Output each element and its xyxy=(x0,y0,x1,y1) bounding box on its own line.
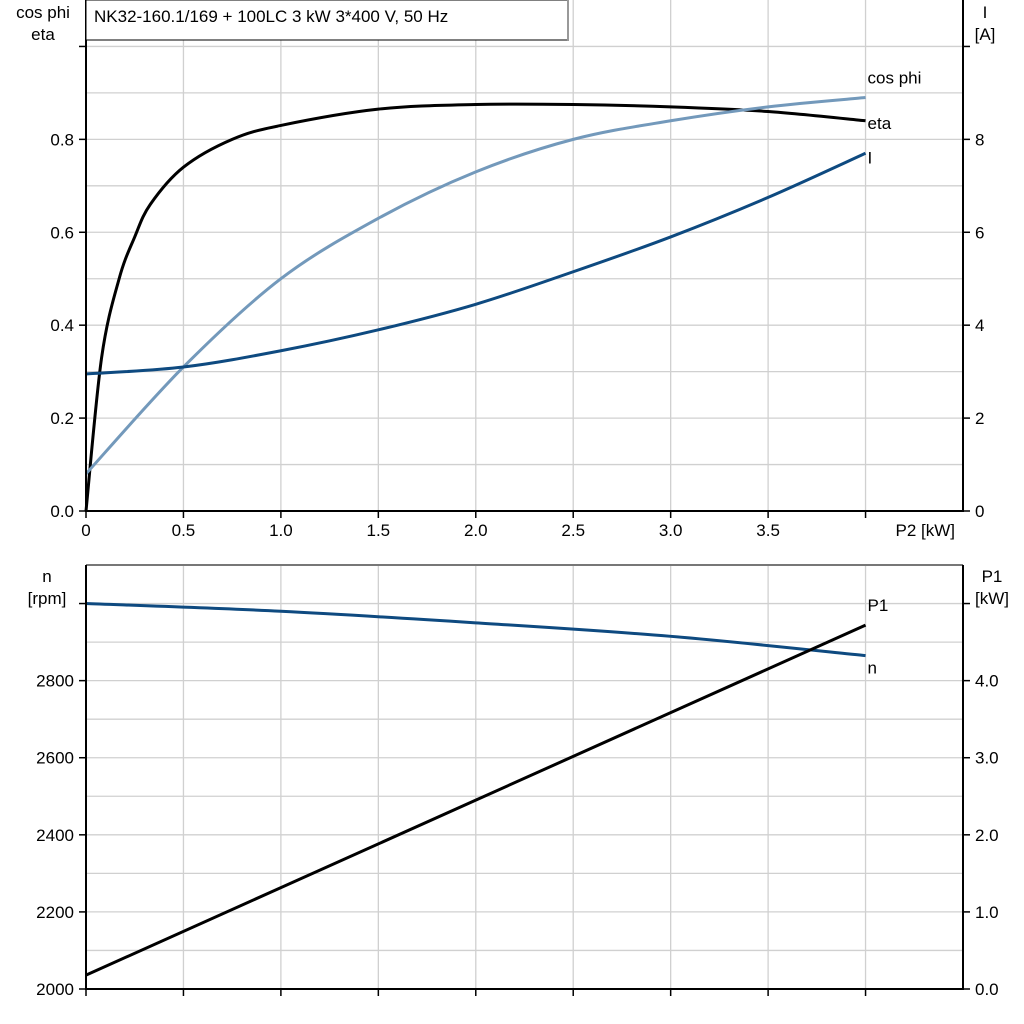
y-left-tick-label: 0.8 xyxy=(50,130,74,149)
curve-eta xyxy=(84,102,866,512)
curve-label-eta: eta xyxy=(868,114,892,133)
y-right-tick-label: 4.0 xyxy=(975,672,999,691)
curve-p1 xyxy=(85,623,867,977)
y-right-axis-label: [A] xyxy=(975,25,996,44)
curve-label-n: n xyxy=(868,659,877,678)
y-right-tick-label: 8 xyxy=(975,130,984,149)
y-right-axis-label: [kW] xyxy=(975,589,1009,608)
y-left-tick-label: 2400 xyxy=(36,826,74,845)
chart-title: NK32-160.1/169 + 100LC 3 kW 3*400 V, 50 … xyxy=(94,7,448,26)
y-left-tick-label: 0.2 xyxy=(50,409,74,428)
y-right-axis-label: I xyxy=(983,3,988,22)
x-tick-label: 1.0 xyxy=(269,521,293,540)
x-tick-label: 0 xyxy=(81,521,90,540)
x-tick-label: 0.5 xyxy=(172,521,196,540)
y-left-tick-label: 2000 xyxy=(36,980,74,999)
y-left-tick-label: 2800 xyxy=(36,672,74,691)
y-right-axis-label: P1 xyxy=(982,567,1003,586)
y-left-axis-label: cos phi xyxy=(16,3,70,22)
y-left-tick-label: 2200 xyxy=(36,903,74,922)
curve-label-i: I xyxy=(868,148,873,167)
y-right-tick-label: 2 xyxy=(975,409,984,428)
x-axis-label: P2 [kW] xyxy=(895,521,955,540)
curve-i xyxy=(85,151,867,376)
y-left-tick-label: 0.6 xyxy=(50,223,74,242)
y-left-axis-label: eta xyxy=(31,25,55,44)
y-right-tick-label: 0 xyxy=(975,502,984,521)
y-right-tick-label: 4 xyxy=(975,316,984,335)
x-tick-label: 1.5 xyxy=(367,521,391,540)
y-right-tick-label: 3.0 xyxy=(975,749,999,768)
curve-label-p1: P1 xyxy=(868,596,889,615)
x-tick-label: 2.5 xyxy=(561,521,585,540)
y-left-axis-label: n xyxy=(42,567,51,586)
curve-n xyxy=(85,602,866,658)
y-left-axis-label: [rpm] xyxy=(28,589,67,608)
y-left-tick-label: 0.0 xyxy=(50,502,74,521)
y-right-tick-label: 2.0 xyxy=(975,826,999,845)
y-right-tick-label: 6 xyxy=(975,223,984,242)
y-right-tick-label: 0.0 xyxy=(975,980,999,999)
x-tick-label: 3.0 xyxy=(659,521,683,540)
curve-label-cos-phi: cos phi xyxy=(868,69,922,88)
y-right-tick-label: 1.0 xyxy=(975,903,999,922)
curve-cos-phi xyxy=(84,96,866,475)
x-tick-label: 2.0 xyxy=(464,521,488,540)
y-left-tick-label: 2600 xyxy=(36,749,74,768)
y-left-tick-label: 0.4 xyxy=(50,316,74,335)
x-tick-label: 3.5 xyxy=(756,521,780,540)
